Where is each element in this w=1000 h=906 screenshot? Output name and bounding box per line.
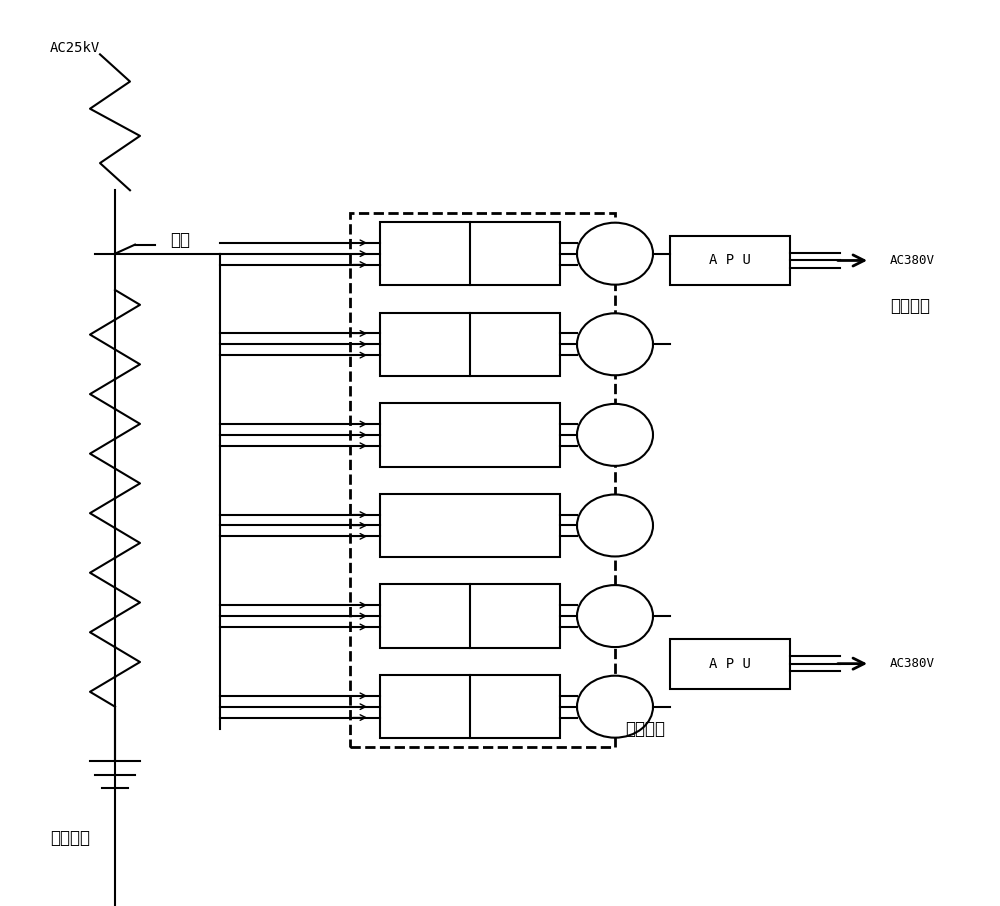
Text: 主断: 主断 xyxy=(170,231,190,249)
Bar xyxy=(380,403,560,467)
Bar xyxy=(380,222,560,285)
Ellipse shape xyxy=(577,495,653,556)
Bar xyxy=(380,584,560,648)
Bar xyxy=(670,236,790,285)
Bar xyxy=(380,675,560,738)
Ellipse shape xyxy=(577,585,653,647)
Bar xyxy=(670,639,790,689)
Bar xyxy=(380,313,560,376)
Bar xyxy=(350,213,615,747)
Text: 牢引电机: 牢引电机 xyxy=(625,720,665,738)
Text: AC25kV: AC25kV xyxy=(50,41,100,54)
Text: 辅助电源: 辅助电源 xyxy=(890,297,930,314)
Text: A P U: A P U xyxy=(709,254,751,267)
Bar xyxy=(380,494,560,557)
Text: AC380V: AC380V xyxy=(890,254,935,267)
Text: AC380V: AC380V xyxy=(890,657,935,670)
Text: A P U: A P U xyxy=(709,657,751,670)
Ellipse shape xyxy=(577,223,653,284)
Text: 主变压器: 主变压器 xyxy=(50,829,90,847)
Ellipse shape xyxy=(577,404,653,466)
Ellipse shape xyxy=(577,676,653,737)
Ellipse shape xyxy=(577,313,653,375)
